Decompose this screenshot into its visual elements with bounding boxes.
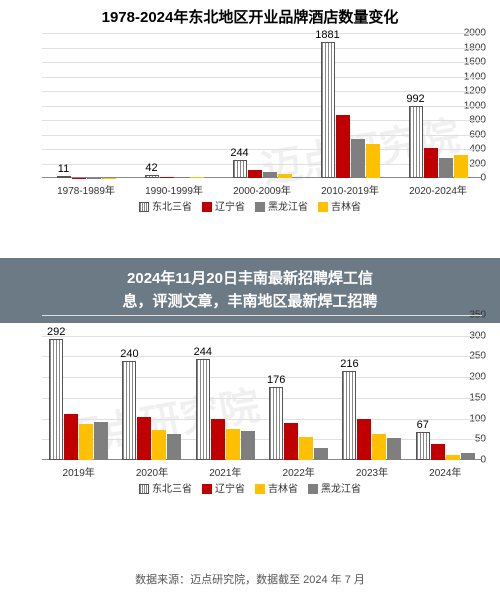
bar: [152, 430, 166, 460]
bar-group: 18812010-2019年: [306, 33, 394, 178]
bar-value: 1881: [315, 29, 339, 41]
bar: 176: [269, 387, 283, 460]
bar-group: 2442021年: [189, 315, 262, 460]
bar: 216: [342, 371, 356, 460]
legend-item: 东北三省: [139, 480, 192, 495]
legend-item: 东北三省: [139, 198, 192, 213]
banner-line2: 息，评测文章，丰南地区最新焊工招聘: [8, 291, 492, 314]
bar: [357, 419, 371, 460]
bar: [314, 448, 328, 460]
bar: [439, 158, 453, 178]
bar: [137, 417, 151, 460]
x-tick: 2020年: [136, 464, 168, 479]
bar: [241, 431, 255, 460]
bar: [454, 155, 468, 178]
footer-source: 数据来源：迈点研究院，数据截至 2024 年 7 月: [0, 571, 500, 587]
bar-value: 244: [230, 147, 248, 159]
chart-title: 1978-2024年东北地区开业品牌酒店数量变化: [0, 0, 500, 33]
bar: [79, 424, 93, 460]
legend-item: 吉林省: [255, 480, 298, 495]
bar: [446, 455, 460, 460]
bar-value: 992: [406, 93, 424, 105]
bar: [424, 148, 438, 178]
legend-item: 辽宁省: [202, 198, 245, 213]
bar-group: 111978-1989年: [42, 33, 130, 178]
x-tick: 2019年: [63, 464, 95, 479]
bar: [167, 434, 181, 461]
bar: [175, 177, 189, 178]
bar: [94, 422, 108, 460]
legend: 东北三省辽宁省黑龙江省吉林省: [0, 198, 500, 213]
x-tick: 2024年: [429, 464, 461, 479]
bar-group: 2442000-2009年: [218, 33, 306, 178]
legend-item: 黑龙江省: [255, 198, 308, 213]
bar: [284, 423, 298, 460]
bar: [372, 434, 386, 460]
legend-item: 吉林省: [318, 198, 361, 213]
bar: [387, 438, 401, 460]
x-tick: 2022年: [283, 464, 315, 479]
x-tick: 2021年: [209, 464, 241, 479]
bar-group: 1762022年: [262, 315, 335, 460]
chart-bottom: 0501001502002503003502922019年2402020年244…: [0, 315, 500, 495]
bar: [461, 453, 475, 460]
bar-value: 42: [145, 162, 157, 174]
bar: [160, 177, 174, 178]
bar-value: 240: [120, 348, 138, 360]
bar: 42: [145, 175, 159, 178]
bar: 992: [409, 106, 423, 178]
x-tick: 2023年: [356, 464, 388, 479]
bar-value: 244: [194, 346, 212, 358]
bar: [190, 177, 204, 178]
bar: [299, 437, 313, 460]
legend-item: 辽宁省: [202, 480, 245, 495]
x-tick: 1990-1999年: [145, 182, 203, 197]
bar-group: 2922019年: [42, 315, 115, 460]
bar: 1881: [321, 42, 335, 178]
x-tick: 2020-2024年: [409, 182, 467, 197]
bar-value: 11: [58, 163, 69, 175]
bar-value: 176: [267, 374, 285, 386]
bar-value: 67: [417, 419, 429, 431]
bar: 240: [122, 361, 136, 460]
bar-group: 2162023年: [335, 315, 408, 460]
bar: 11: [57, 176, 71, 178]
x-tick: 2000-2009年: [233, 182, 291, 197]
bar-value: 292: [47, 326, 65, 338]
bar: [431, 444, 445, 460]
bar-group: 672024年: [409, 315, 482, 460]
bar: [211, 419, 225, 460]
bar: 67: [416, 432, 430, 460]
banner: 2024年11月20日丰南最新招聘焊工信 息，评测文章，丰南地区最新焊工招聘: [0, 258, 500, 323]
x-tick: 2010-2019年: [321, 182, 379, 197]
chart-top: 1978-2024年东北地区开业品牌酒店数量变化0200400600800100…: [0, 0, 500, 213]
bar: [248, 170, 262, 178]
bar: [336, 115, 350, 178]
bar: [263, 172, 277, 178]
x-tick: 1978-1989年: [57, 182, 115, 197]
bar-group: 9922020-2024年: [394, 33, 482, 178]
bar: 244: [233, 160, 247, 178]
legend-item: 黑龙江省: [308, 480, 361, 495]
bar: [351, 139, 365, 178]
bar-group: 421990-1999年: [130, 33, 218, 178]
bar: 244: [196, 359, 210, 460]
legend: 东北三省辽宁省吉林省黑龙江省: [0, 480, 500, 495]
bar: 292: [49, 339, 63, 460]
bar: [366, 144, 380, 178]
bar: [226, 429, 240, 460]
bar: [64, 414, 78, 460]
bar-value: 216: [340, 358, 358, 370]
bar: [278, 174, 292, 178]
banner-line1: 2024年11月20日丰南最新招聘焊工信: [8, 268, 492, 291]
bar-group: 2402020年: [115, 315, 188, 460]
